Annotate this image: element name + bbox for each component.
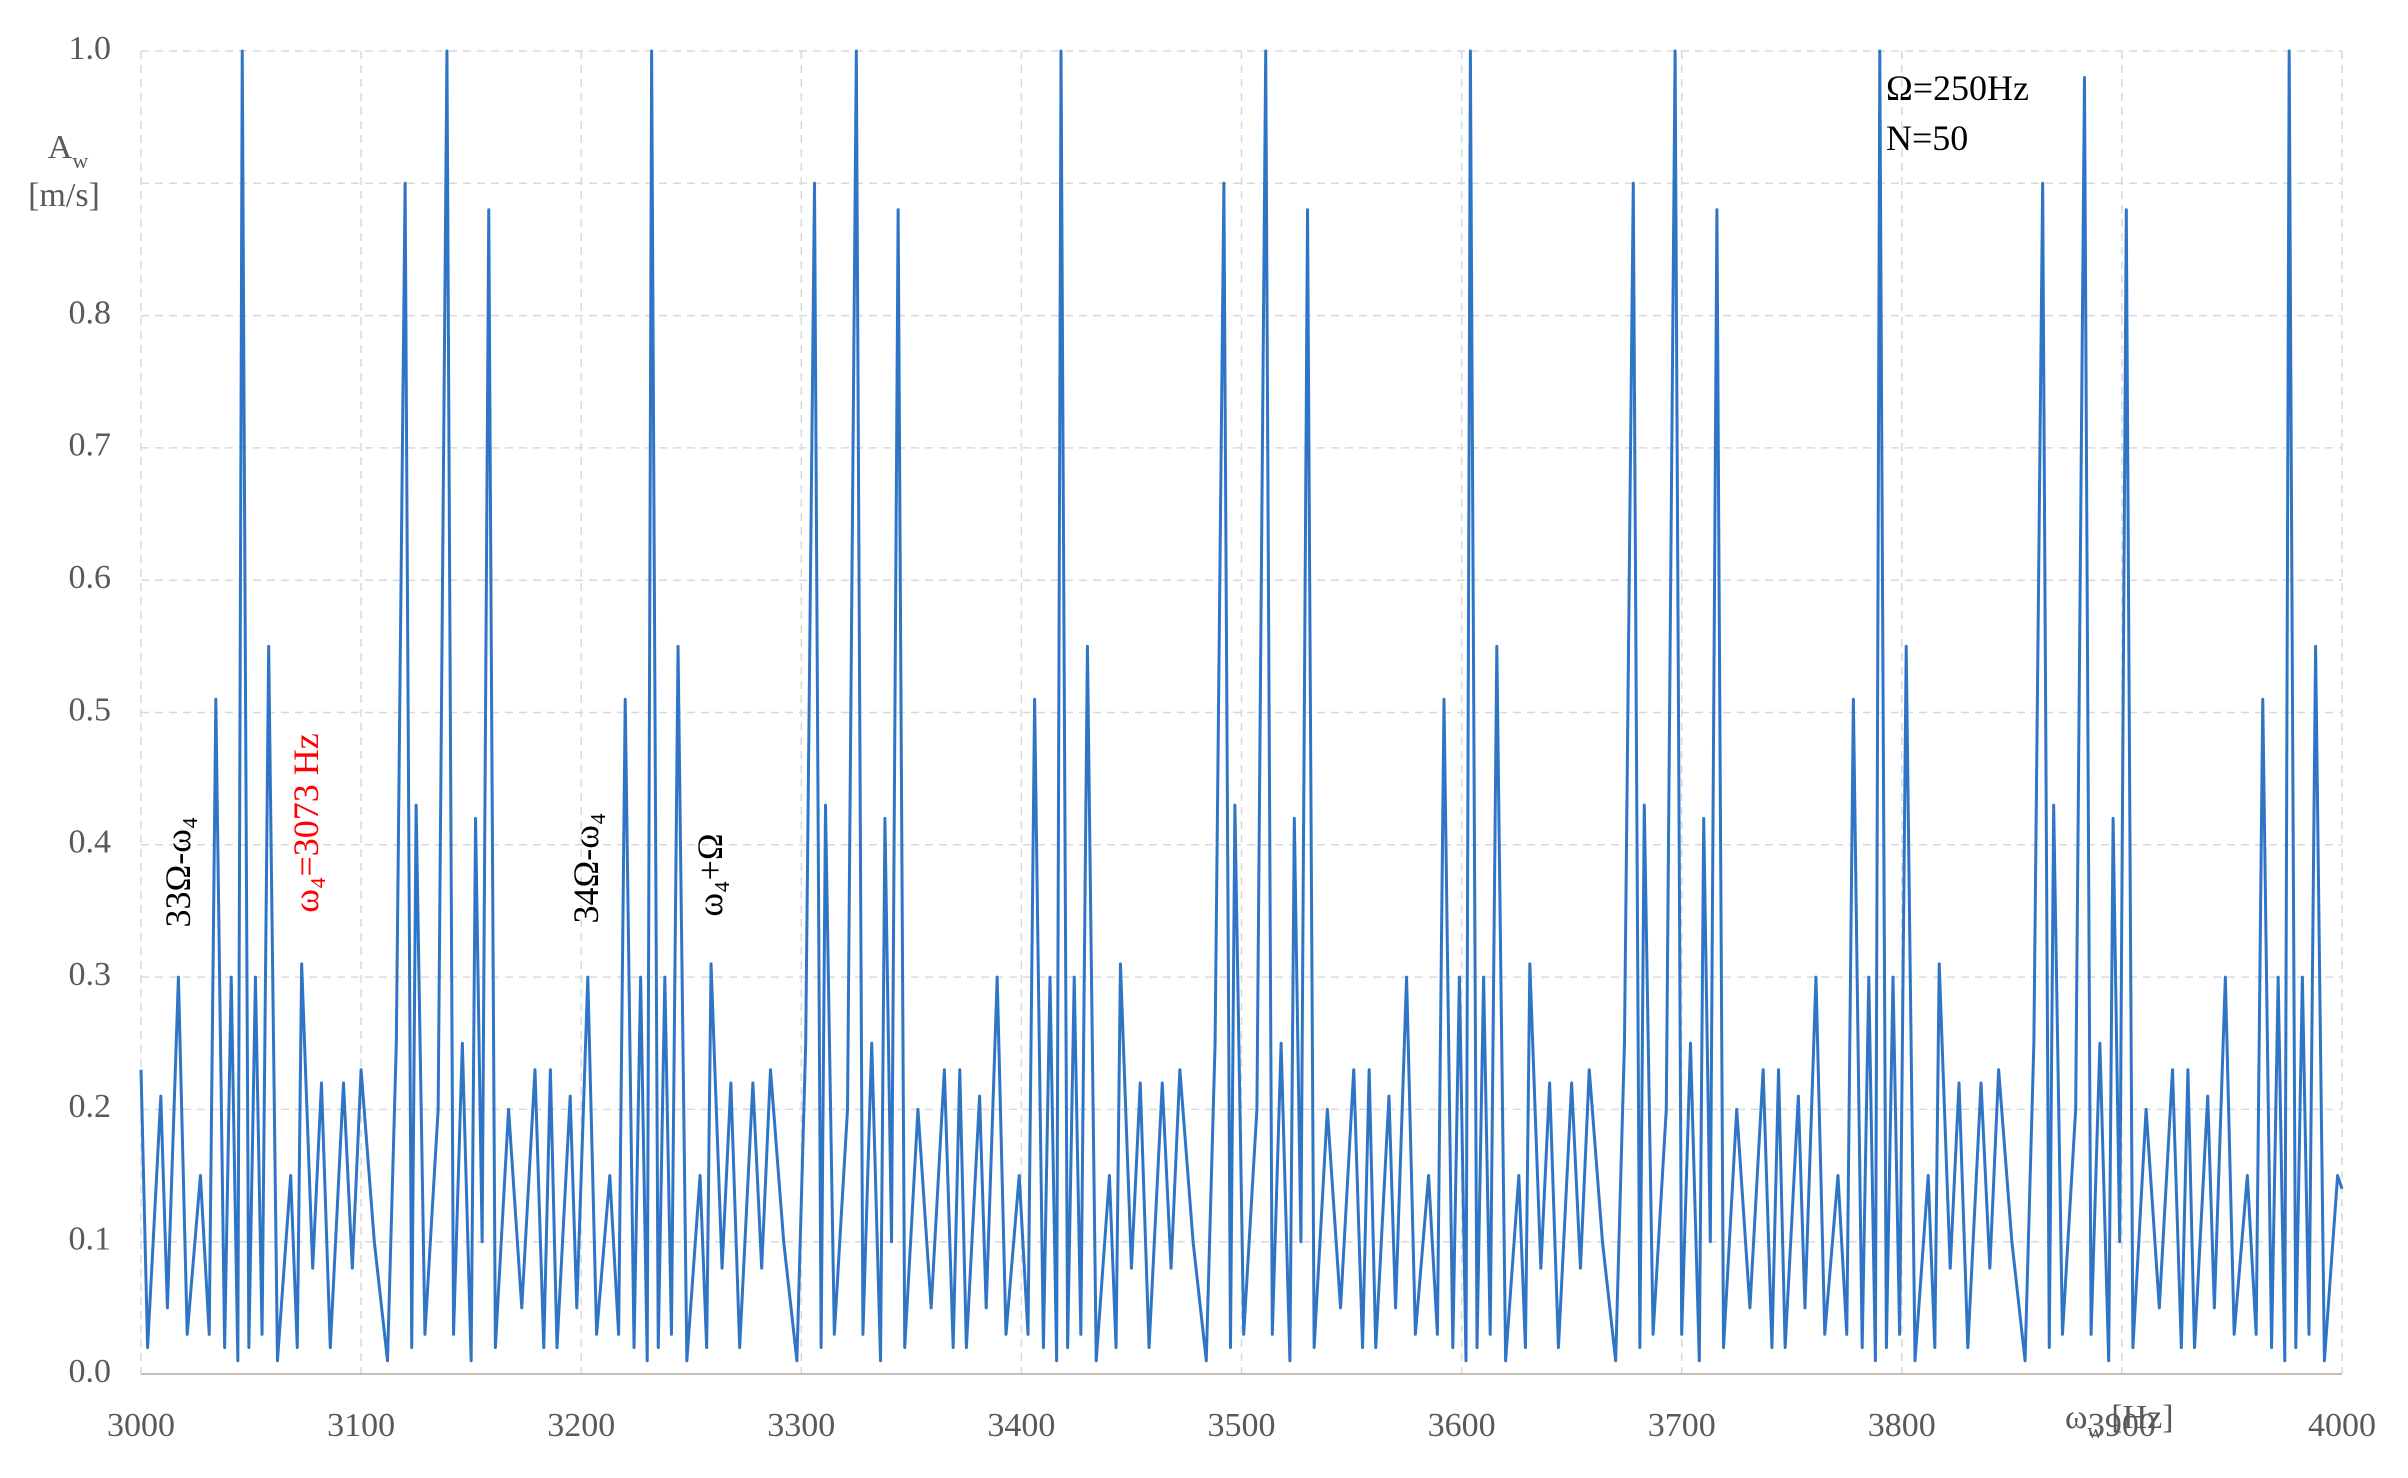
annotation: 34Ω-ω₄ bbox=[566, 813, 606, 924]
plot bbox=[139, 49, 2344, 1363]
x-tick-label: 3800 bbox=[1868, 1407, 1936, 1444]
x-tick-label: 3700 bbox=[1648, 1407, 1716, 1444]
x-tick-label: 3100 bbox=[327, 1407, 395, 1444]
y-axis-label-main: A bbox=[48, 129, 73, 166]
annotation: N=50 bbox=[1886, 118, 1968, 158]
grid bbox=[140, 50, 2343, 1375]
annotation: 33Ω-ω₄ bbox=[158, 817, 198, 928]
y-tick-label: 0.5 bbox=[69, 691, 112, 728]
y-tick-label: 0.6 bbox=[69, 559, 112, 596]
annotation: Ω=250Hz bbox=[1886, 68, 2029, 108]
x-tick-label: 3200 bbox=[547, 1407, 615, 1444]
x-tick-label: 3500 bbox=[1208, 1407, 1276, 1444]
ticks: 0.0 0.1 0.2 0.3 0.4 0.5 0.6 0.7 0.8 1.0 3000 3100 32… bbox=[69, 30, 2377, 1444]
y-tick-label: 0.0 bbox=[69, 1353, 112, 1390]
x-axis-label-main: ω bbox=[2065, 1399, 2087, 1436]
y-tick-label: 0.7 bbox=[69, 427, 112, 464]
x-axis-unit: [Hz] bbox=[2111, 1399, 2173, 1436]
x-axis-label: ωw [Hz] bbox=[2065, 1399, 2174, 1443]
x-tick-label: 3300 bbox=[767, 1407, 835, 1444]
data-line bbox=[139, 49, 2344, 1363]
y-axis-label-sub: w bbox=[72, 148, 88, 173]
y-axis-label: Aw bbox=[48, 129, 89, 173]
x-tick-label: 3900 bbox=[2088, 1407, 2156, 1444]
y-tick-label: 0.4 bbox=[69, 824, 112, 861]
x-axis-label-sub: w bbox=[2087, 1418, 2103, 1443]
y-tick-label: 0.2 bbox=[69, 1088, 112, 1125]
y-tick-label: 0.8 bbox=[69, 294, 112, 331]
annotation: ω₄+Ω bbox=[690, 833, 730, 916]
x-tick-label: 3000 bbox=[107, 1407, 175, 1444]
x-tick-label: 4000 bbox=[2308, 1407, 2376, 1444]
x-tick-label: 3600 bbox=[1428, 1407, 1496, 1444]
y-tick-label: 0.1 bbox=[69, 1220, 112, 1257]
y-tick-label: 0.3 bbox=[69, 956, 112, 993]
y-tick-label: 1.0 bbox=[69, 30, 112, 67]
x-tick-label: 3400 bbox=[987, 1407, 1055, 1444]
annotation: ω₄=3073 Hz bbox=[286, 733, 326, 913]
y-axis-unit: [m/s] bbox=[28, 177, 100, 214]
